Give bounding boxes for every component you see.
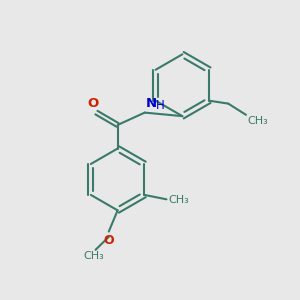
Text: H: H xyxy=(156,99,165,112)
Text: O: O xyxy=(103,234,113,247)
Text: N: N xyxy=(146,97,157,110)
Text: CH₃: CH₃ xyxy=(248,116,268,126)
Text: O: O xyxy=(87,97,98,110)
Text: CH₃: CH₃ xyxy=(84,251,104,261)
Text: CH₃: CH₃ xyxy=(168,195,189,205)
